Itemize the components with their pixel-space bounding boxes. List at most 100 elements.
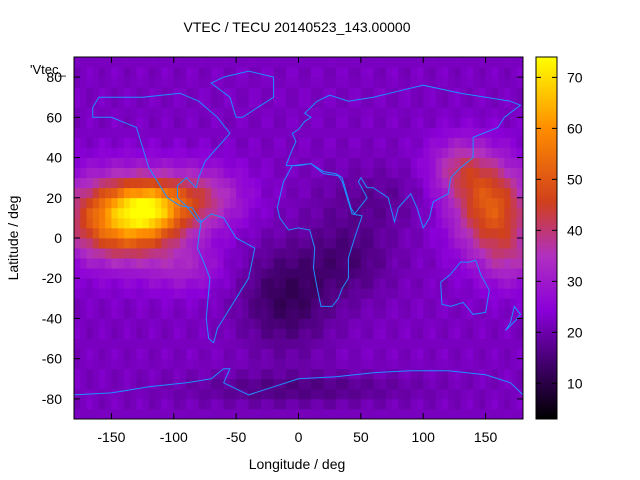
heatmap-cell [267, 187, 274, 199]
heatmap-cell [510, 358, 518, 370]
heatmap-cell [354, 177, 362, 189]
heatmap-cell [329, 248, 337, 259]
heatmap-cell [360, 298, 368, 309]
heatmap-cell [273, 238, 281, 249]
heatmap-cell [441, 77, 449, 88]
heatmap-cell [392, 298, 399, 309]
heatmap-cell [329, 378, 337, 390]
heatmap-cell [317, 258, 324, 269]
heatmap-cell [74, 127, 81, 138]
heatmap-cell [130, 268, 137, 279]
heatmap-cell [204, 137, 212, 148]
heatmap-cell [410, 147, 418, 158]
heatmap-cell [267, 408, 274, 420]
heatmap-cell [348, 187, 356, 199]
heatmap-cell [298, 167, 306, 179]
heatmap-cell [335, 388, 343, 400]
heatmap-cell [292, 268, 299, 279]
heatmap-cell [398, 177, 405, 189]
heatmap-cell [98, 298, 106, 309]
heatmap-cell [98, 238, 106, 249]
heatmap-cell [186, 248, 193, 259]
heatmap-cell [385, 388, 393, 400]
heatmap-cell [360, 238, 368, 249]
heatmap-cell [80, 278, 87, 289]
heatmap-cell [379, 238, 387, 249]
heatmap-cell [298, 67, 306, 78]
heatmap-cell [186, 338, 193, 350]
heatmap-cell [416, 248, 424, 259]
heatmap-cell [167, 77, 175, 88]
heatmap-cell [323, 137, 331, 148]
heatmap-cell [136, 248, 143, 259]
heatmap-cell [254, 117, 262, 128]
coastlines [73, 70, 524, 396]
heatmap-cell [423, 368, 430, 380]
heatmap-cell [491, 127, 499, 138]
heatmap-cell [454, 147, 462, 158]
heatmap-cell [180, 87, 187, 98]
heatmap-cell [204, 77, 212, 88]
heatmap-cell [348, 268, 356, 279]
heatmap-cell [267, 248, 274, 259]
heatmap-cell [373, 137, 380, 148]
heatmap-cell [429, 248, 437, 259]
heatmap-cell [385, 107, 393, 118]
heatmap-cell [80, 97, 87, 108]
heatmap-cell [448, 57, 455, 68]
heatmap-cell [180, 147, 187, 158]
heatmap-cell [448, 378, 455, 390]
heatmap-cell [317, 67, 324, 78]
heatmap-cell [298, 308, 306, 319]
heatmap-cell [466, 408, 474, 420]
heatmap-cell [392, 217, 399, 229]
heatmap-cell [167, 147, 175, 158]
heatmap-cell [192, 328, 200, 339]
heatmap-cell [435, 127, 443, 138]
heatmap-cell [498, 167, 505, 179]
heatmap-cell [198, 187, 206, 199]
heatmap-cell [80, 248, 87, 259]
heatmap-cell [242, 187, 250, 199]
heatmap-cell [292, 177, 299, 189]
heatmap-cell [491, 107, 499, 118]
heatmap-cell [248, 288, 256, 299]
heatmap-cell [342, 97, 349, 108]
heatmap-cell [136, 187, 143, 199]
heatmap-cell [136, 77, 143, 88]
heatmap-cell [117, 147, 125, 158]
x-tick-label: 0 [295, 429, 303, 445]
heatmap-cell [292, 238, 299, 249]
heatmap-cell [298, 157, 306, 169]
heatmap-cell [473, 107, 480, 118]
heatmap-cell [111, 107, 119, 118]
heatmap-cell [242, 157, 250, 169]
heatmap-cell [111, 358, 119, 370]
heatmap-cell [348, 127, 356, 138]
heatmap-cell [398, 408, 405, 420]
heatmap-cell [130, 167, 137, 179]
heatmap-cell [441, 278, 449, 289]
heatmap-cell [261, 318, 268, 329]
heatmap-cell [329, 268, 337, 279]
heatmap-cell [504, 298, 511, 309]
heatmap-cell [155, 167, 162, 179]
heatmap-cell [236, 308, 243, 319]
heatmap-cell [161, 258, 168, 269]
heatmap-cell [516, 408, 524, 420]
heatmap-cell [292, 157, 299, 169]
heatmap-cell [317, 77, 324, 88]
heatmap-cell [373, 147, 380, 158]
heatmap-cell [136, 238, 143, 249]
heatmap-cell [279, 398, 287, 410]
heatmap-cell [491, 408, 499, 420]
heatmap-cell [80, 207, 87, 219]
heatmap-cell [211, 127, 218, 138]
coastline [73, 368, 524, 396]
heatmap-cell [211, 67, 218, 78]
heatmap-cell [435, 258, 443, 269]
heatmap-cell [317, 358, 324, 370]
heatmap-cell [485, 338, 493, 350]
heatmap-cell [423, 298, 430, 309]
heatmap-cell [117, 278, 125, 289]
